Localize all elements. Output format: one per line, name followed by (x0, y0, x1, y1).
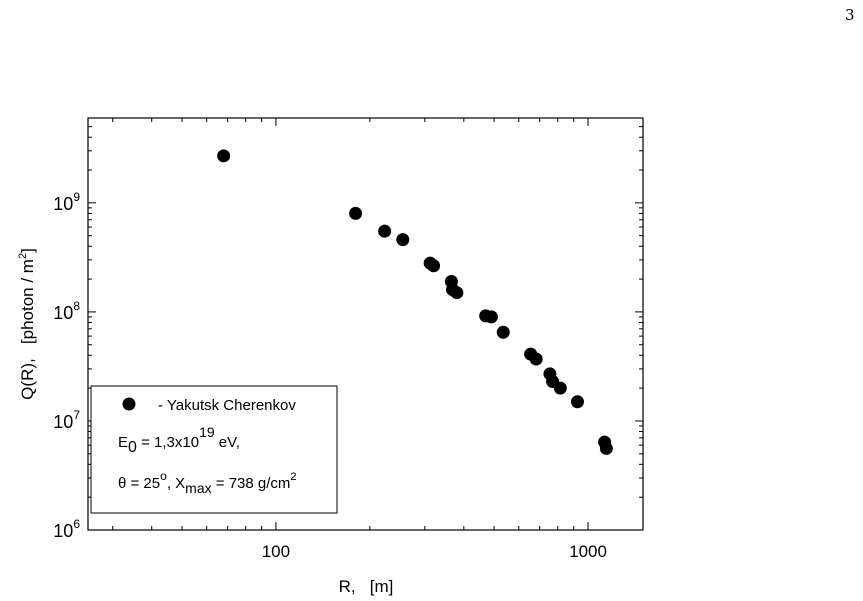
energy-sub: 0 (128, 439, 137, 456)
y-tick-base: 10 (53, 303, 73, 323)
data-points (217, 149, 613, 455)
y-axis-label: Q(R), [photon / m2] (17, 248, 37, 400)
data-point (450, 286, 464, 300)
plot-frame (87, 117, 644, 531)
xmax-prefix: , X (167, 475, 185, 492)
xmax-unit-sup: 2 (290, 471, 296, 483)
data-point (378, 224, 392, 238)
xmax-value: = 738 g/cm (212, 475, 291, 492)
data-point (217, 149, 231, 163)
data-point (349, 206, 363, 220)
y-tick-label: 108 (53, 299, 80, 323)
x-tick-label: 1000 (569, 542, 607, 561)
x-tick-label: 100 (262, 542, 290, 561)
y-axis-label-close: ] (18, 248, 37, 253)
y-tick-base: 10 (53, 194, 73, 214)
x-axis-label: R, [m] (339, 577, 394, 596)
page-number: 3 (845, 6, 855, 24)
legend: - Yakutsk Cherenkov E0 = 1,3x1019 eV, θ … (90, 385, 338, 514)
legend-energy-annotation: E0 = 1,3x1019 eV, (118, 424, 240, 456)
legend-geometry-annotation: θ = 25o, Xmax = 738 g/cm2 (118, 469, 297, 496)
y-tick-label: 107 (53, 408, 80, 432)
energy-mid: = 1,3x10 (137, 434, 199, 451)
y-tick-exponent: 9 (73, 190, 80, 204)
legend-label: - Yakutsk Cherenkov (158, 397, 296, 414)
y-tick-exponent: 8 (73, 299, 80, 313)
y-tick-base: 10 (53, 412, 73, 432)
data-point (427, 259, 441, 273)
y-tick-label: 109 (53, 190, 80, 214)
x-tick-labels: 100 1000 (262, 542, 607, 561)
axis-ticks (88, 117, 643, 531)
data-point (599, 441, 613, 455)
degree-symbol: o (160, 469, 167, 483)
y-axis-label-sup: 2 (17, 253, 29, 259)
xmax-sub: max (185, 480, 211, 496)
y-tick-exponent: 7 (73, 408, 80, 422)
data-point (529, 352, 543, 366)
energy-prefix: E (118, 434, 128, 451)
y-axis-label-main: Q(R), [photon / m (18, 259, 37, 400)
data-point (553, 381, 567, 395)
data-point (570, 395, 584, 409)
y-tick-label: 106 (53, 517, 80, 541)
data-point (496, 325, 510, 339)
energy-sup: 19 (199, 424, 215, 440)
theta-text: θ = 25 (118, 475, 160, 492)
y-tick-exponent: 6 (73, 517, 80, 531)
y-tick-base: 10 (53, 521, 73, 541)
legend-marker (122, 397, 136, 411)
data-point (484, 310, 498, 324)
energy-unit: eV, (215, 434, 240, 451)
data-point (396, 233, 410, 247)
